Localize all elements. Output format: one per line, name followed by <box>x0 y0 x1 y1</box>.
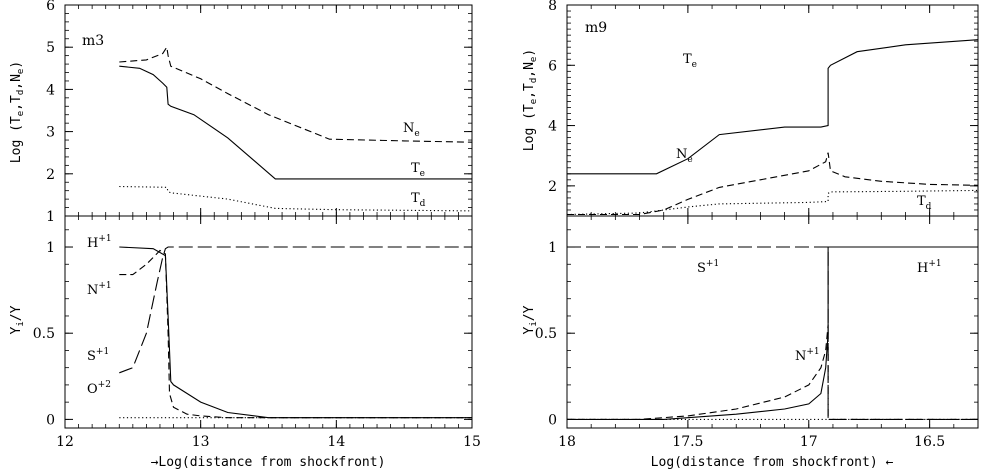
annotation-td-left: Td <box>411 191 426 209</box>
y-tick-label: 2 <box>548 179 557 195</box>
x-tick-label: 12 <box>56 434 74 450</box>
annotation-n-right: N+1 <box>795 347 820 364</box>
x-tick-label: 17 <box>800 434 818 450</box>
x-tick-label: 16.5 <box>914 434 945 450</box>
y-tick-label: 2 <box>46 167 55 183</box>
y-tick-label: 3 <box>46 125 55 141</box>
annotation-o-left: O+2 <box>87 380 111 397</box>
series-line-te <box>567 39 979 175</box>
y-tick-label: 5 <box>46 40 55 56</box>
x-tick-label: 13 <box>192 434 210 450</box>
y-tick-label: 0 <box>46 412 55 428</box>
x-tick-label: 18 <box>558 434 576 450</box>
y-tick-label: 6 <box>46 0 55 14</box>
series-line-hplus1 <box>567 246 978 420</box>
x-tick-label: 17.5 <box>672 434 703 450</box>
panel-frame-right-bottom <box>566 215 979 429</box>
x-tick-label: 14 <box>327 434 345 450</box>
series-line-nplus1 <box>119 249 472 419</box>
series-line-splus1 <box>567 246 978 420</box>
x-axis-label-right: Log(distance from shockfront) ← <box>651 455 894 470</box>
y-tick-label: 0.5 <box>33 326 55 342</box>
y-axis-label-right-bottom: Yi/Y <box>522 305 539 334</box>
y-tick-label: 1 <box>548 240 557 256</box>
x-tick-label: 15 <box>463 434 481 450</box>
series-line-splus1 <box>119 246 472 374</box>
y-tick-label: 8 <box>548 0 557 14</box>
y-tick-label: 0 <box>548 412 557 428</box>
annotation-te-left: Te <box>411 161 425 179</box>
annotation-s-right: S+1 <box>697 259 719 276</box>
series-line-nplus1 <box>567 324 978 420</box>
y-axis-label-right-top: Log (Te,Td,Ne) <box>522 49 539 151</box>
series-line-te <box>119 65 472 180</box>
annotation-h-left: H+1 <box>87 234 112 251</box>
series-line-ne <box>567 152 979 216</box>
series-layer <box>119 39 979 420</box>
y-tick-label: 0.5 <box>535 326 557 342</box>
series-line-ne <box>119 45 473 143</box>
panel-frame-left-top <box>64 4 473 217</box>
annotation-te-right: Te <box>683 52 697 70</box>
y-axis-label-left-bottom: Yi/Y <box>9 305 26 334</box>
annotation-h-right: H+1 <box>917 259 942 276</box>
annotation-ne-right: Ne <box>676 147 693 165</box>
panel-frame-right-top <box>566 4 979 217</box>
x-axis-label-left: →Log(distance from shockfront) <box>151 455 386 470</box>
annotation-n-left: N+1 <box>87 281 112 298</box>
y-tick-label: 4 <box>46 82 55 98</box>
annotation-s-left: S+1 <box>87 347 109 364</box>
y-axis-label-left-top: Log (Te,Td,Ne) <box>9 61 26 163</box>
y-tick-label: 6 <box>548 58 557 74</box>
y-tick-label: 1 <box>46 209 55 225</box>
y-tick-label: 1 <box>46 240 55 256</box>
panel-title-m9: m9 <box>585 20 607 36</box>
annotation-td-right: Td <box>917 194 932 212</box>
panel-title-m3: m3 <box>82 33 104 49</box>
y-tick-label: 4 <box>548 119 557 135</box>
series-line-hplus1 <box>119 246 472 419</box>
annotation-ne-left: Ne <box>403 121 420 139</box>
